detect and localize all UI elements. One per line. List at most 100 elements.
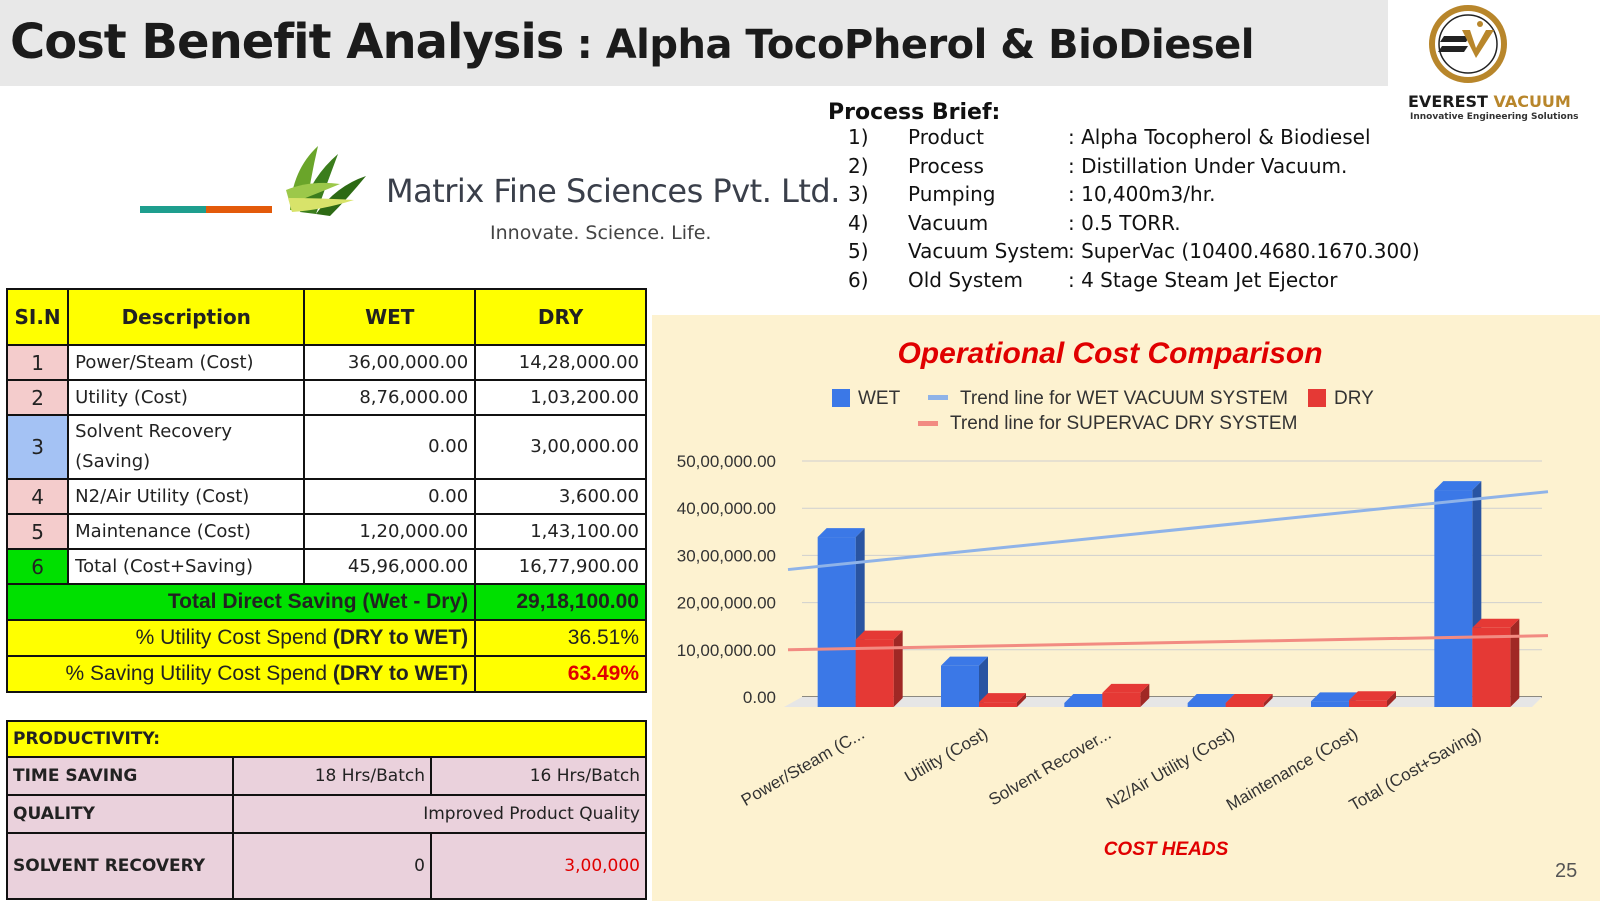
process-brief-number: 1) (848, 125, 869, 149)
matrix-leaf-icon (140, 146, 366, 216)
everest-emblem-icon (1429, 5, 1507, 83)
y-tick-label: 20,00,000.00 (677, 594, 776, 613)
operational-cost-chart: Operational Cost Comparison WET Trend line… (652, 315, 1600, 901)
row-description: Power/Steam (Cost) (67, 344, 306, 381)
legend-dry-trend-label: Trend line for SUPERVAC DRY SYSTEM (950, 413, 1297, 434)
row-description: Maintenance (Cost) (67, 513, 306, 550)
process-brief-number: 2) (848, 153, 869, 178)
solvent-recovery-wet: 0 (232, 832, 432, 900)
legend-wet-swatch (832, 389, 850, 407)
process-brief-item: 1) Product: Alpha Tocopherol & Biodiesel (828, 125, 1371, 154)
matrix-logo: Matrix Fine Sciences Pvt. Ltd. Innovate.… (140, 140, 840, 250)
page-title: Cost Benefit Analysis : Alpha TocoPherol… (10, 14, 1254, 70)
productivity-table: PRODUCTIVITY: TIME SAVING 18 Hrs/Batch 1… (6, 720, 647, 900)
dry-bar-top (979, 693, 1026, 703)
dry-bar-top (855, 630, 903, 640)
legend-wet-label: WET (858, 388, 901, 409)
row-number: 2 (5, 379, 70, 416)
x-tick-label: Total (Cost+Saving) (1346, 724, 1484, 815)
total-saving-value: 29,18,100.00 (474, 583, 647, 621)
x-tick-label: N2/Air Utility (Cost) (1103, 724, 1238, 813)
matrix-company-name: Matrix Fine Sciences Pvt. Ltd. (386, 172, 840, 210)
process-brief-item: 4) Vacuum: 0.5 TORR. (828, 210, 1181, 240)
legend-dry-label: DRY (1334, 388, 1374, 409)
wet-bar-top (1434, 481, 1482, 491)
dry-bar (855, 639, 894, 707)
process-brief-value: : SuperVac (10400.4680.1670.300) (1068, 239, 1420, 263)
process-brief-key: Pumping (908, 182, 996, 206)
wet-bar-top (941, 656, 988, 666)
process-brief-value: : 0.5 TORR. (1068, 210, 1181, 235)
col-header-sin: SI.N (5, 288, 70, 346)
row-dry-value: 1,43,100.00 (474, 513, 647, 550)
productivity-header-row: PRODUCTIVITY: (6, 720, 647, 758)
row-number: 5 (5, 513, 70, 550)
trend-line-dry (787, 634, 1549, 652)
process-brief-key: Old System (908, 267, 1023, 292)
quality-label: QUALITY (6, 794, 234, 834)
process-brief-key: Product (908, 125, 984, 149)
y-tick-label: 40,00,000.00 (677, 499, 776, 518)
dry-bar-top (1225, 694, 1273, 703)
row-dry-value: 1,03,200.00 (474, 379, 647, 416)
trend-line-wet (787, 490, 1549, 572)
dry-bar (1472, 627, 1511, 707)
y-tick-label: 0.00 (743, 688, 776, 707)
chart-title: Operational Cost Comparison (897, 337, 1322, 370)
table-row: 3 Solvent Recovery (Saving) 0.00 3,00,00… (5, 414, 647, 480)
row-dry-value: 3,600.00 (474, 478, 647, 515)
table-row: 1 Power/Steam (Cost) 36,00,000.00 14,28,… (5, 344, 647, 381)
table-row: 6 Total (Cost+Saving) 45,96,000.00 16,77… (5, 548, 647, 585)
dry-bar (1349, 700, 1387, 707)
wet-bar (1064, 703, 1103, 707)
x-tick-label: Power/Steam (C... (738, 724, 868, 810)
process-brief-heading: Process Brief: (828, 100, 1001, 125)
time-saving-label: TIME SAVING (6, 756, 234, 796)
wet-bar-top (1187, 694, 1235, 703)
wet-bar-top (817, 528, 865, 538)
y-tick-label: 30,00,000.00 (677, 546, 776, 565)
wet-bar (1434, 490, 1473, 707)
row-description: Solvent Recovery (Saving) (67, 414, 306, 480)
wet-bar (941, 665, 979, 707)
chart-svg: Operational Cost Comparison WET Trend line… (677, 337, 1549, 860)
row-number: 4 (5, 478, 70, 515)
title-sub: : Alpha TocoPherol & BioDiesel (563, 22, 1255, 68)
legend-dry-swatch (1308, 389, 1326, 407)
saving-pct-value: 63.49% (474, 655, 647, 693)
wet-bar-top (1064, 694, 1112, 703)
row-wet-value: 0.00 (303, 414, 477, 480)
row-wet-value: 45,96,000.00 (303, 548, 477, 585)
utility-spend-value: 36.51% (474, 619, 647, 657)
dry-bar (1225, 703, 1264, 707)
quality-value: Improved Product Quality (232, 794, 647, 834)
table-row: 2 Utility (Cost) 8,76,000.00 1,03,200.00 (5, 379, 647, 416)
process-brief-key: Process (908, 153, 984, 178)
row-dry-value: 14,28,000.00 (474, 344, 647, 381)
dry-bar-top (1349, 691, 1396, 701)
process-brief-number: 5) (848, 239, 869, 263)
row-wet-value: 36,00,000.00 (303, 344, 477, 381)
row-dry-value: 16,77,900.00 (474, 548, 647, 585)
legend-dry-trend-swatch (918, 421, 938, 426)
process-brief-value: : 10,400m3/hr. (1068, 182, 1216, 206)
process-brief-number: 3) (848, 182, 869, 206)
utility-spend-row: % Utility Cost Spend (DRY to WET) 36.51% (5, 619, 647, 657)
dry-bar-side (893, 630, 903, 707)
dry-bar-side (1017, 693, 1026, 707)
dry-bar-side (1510, 618, 1520, 707)
x-axis-label: COST HEADS (1104, 839, 1229, 860)
process-brief-list: 1) Product: Alpha Tocopherol & Biodiesel 2… (828, 125, 1420, 296)
row-description: Total (Cost+Saving) (67, 548, 306, 585)
dry-bar-top (1102, 683, 1150, 693)
saving-pct-row: % Saving Utility Cost Spend (DRY to WET)… (5, 655, 647, 693)
process-brief: Process Brief: 1) Product: Alpha Tocopher… (828, 100, 1420, 296)
process-brief-key: Vacuum System (908, 239, 1070, 263)
table-row: QUALITY Improved Product Quality (6, 794, 647, 834)
col-header-description: Description (67, 288, 306, 346)
process-brief-key: Vacuum (908, 210, 989, 235)
wet-bar-side (979, 656, 988, 707)
y-tick-label: 50,00,000.00 (677, 452, 776, 471)
title-main: Cost Benefit Analysis (10, 14, 564, 70)
legend-wet-trend-label: Trend line for WET VACUUM SYSTEM (960, 388, 1288, 409)
